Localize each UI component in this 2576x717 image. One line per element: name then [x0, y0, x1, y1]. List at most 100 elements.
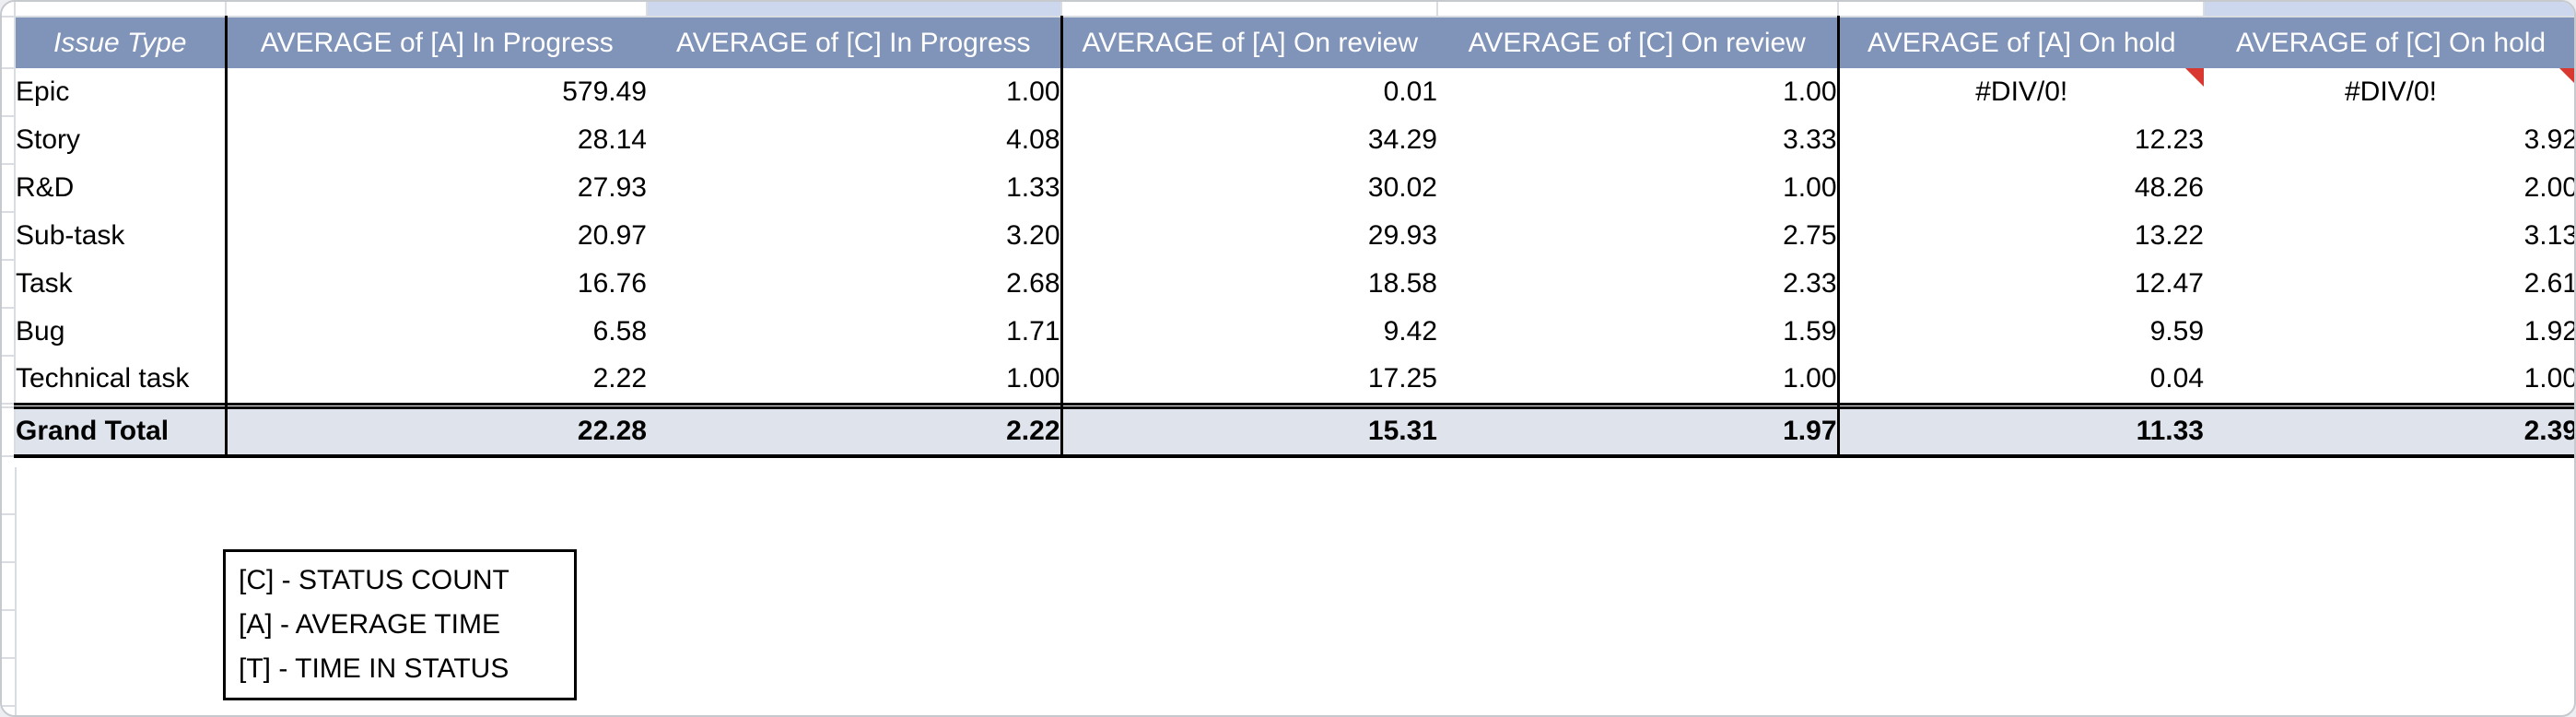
gridline-rail — [2, 356, 16, 405]
sliver-cell[interactable] — [226, 2, 648, 18]
cell[interactable]: 2.75 — [1437, 212, 1840, 260]
row-label[interactable]: Technical task — [15, 356, 228, 406]
cell[interactable]: 2.00 — [2204, 164, 2574, 212]
cell[interactable]: 13.22 — [1838, 212, 2204, 260]
cell[interactable]: 30.02 — [1061, 164, 1437, 212]
cell[interactable]: 16.76 — [226, 260, 647, 308]
gridline-rail-below-table — [2, 467, 17, 715]
table-row: Bug 6.58 1.71 9.42 1.59 9.59 1.92 — [2, 308, 2574, 357]
column-header[interactable]: AVERAGE of [C] In Progress — [647, 17, 1063, 68]
cell[interactable]: 27.93 — [226, 164, 647, 212]
cell[interactable]: 579.49 — [226, 68, 647, 116]
gridline-rail — [2, 260, 16, 309]
row-label[interactable]: Task — [15, 260, 228, 308]
grand-total-cell[interactable]: 22.28 — [226, 406, 647, 458]
cell[interactable]: 1.33 — [647, 164, 1063, 212]
error-cell[interactable]: #DIV/0! — [1838, 68, 2204, 116]
cell[interactable]: 6.58 — [226, 308, 647, 356]
partial-row-above — [2, 2, 2574, 18]
table-row: Sub-task 20.97 3.20 29.93 2.75 13.22 3.1… — [2, 212, 2574, 261]
error-cell[interactable]: #DIV/0! — [2204, 68, 2574, 116]
gridline-rail — [2, 68, 16, 117]
cell[interactable]: 3.20 — [647, 212, 1063, 260]
legend-item: [A] - AVERAGE TIME — [239, 609, 500, 640]
cell[interactable]: 1.00 — [647, 68, 1063, 116]
cell[interactable]: 3.13 — [2204, 212, 2574, 260]
grand-total-cell[interactable]: 1.97 — [1437, 406, 1840, 458]
column-header[interactable]: AVERAGE of [A] In Progress — [226, 17, 647, 68]
table-row: Task 16.76 2.68 18.58 2.33 12.47 2.61 — [2, 260, 2574, 309]
cell[interactable]: 1.00 — [1437, 68, 1840, 116]
cell[interactable]: 2.33 — [1437, 260, 1840, 308]
cell[interactable]: 2.68 — [647, 260, 1063, 308]
sliver-cell[interactable] — [1061, 2, 1438, 18]
sliver-cell-highlighted[interactable] — [647, 2, 1062, 18]
gridline-rail — [2, 2, 16, 18]
cell[interactable]: 18.58 — [1061, 260, 1437, 308]
sliver-cell-highlighted[interactable] — [2204, 2, 2574, 18]
cell[interactable]: 0.01 — [1061, 68, 1437, 116]
cell[interactable]: 1.00 — [1437, 356, 1840, 406]
column-header[interactable]: AVERAGE of [C] On hold — [2204, 17, 2574, 68]
row-label[interactable]: Story — [15, 116, 228, 164]
cell[interactable]: 12.47 — [1838, 260, 2204, 308]
grand-total-row: Grand Total 22.28 2.22 15.31 1.97 11.33 … — [2, 406, 2574, 458]
cell[interactable]: 2.22 — [226, 356, 647, 406]
cell[interactable]: 3.92 — [2204, 116, 2574, 164]
pivot-table: Issue Type AVERAGE of [A] In Progress AV… — [2, 2, 2574, 458]
gridline-rail — [2, 164, 16, 213]
sliver-cell[interactable] — [15, 2, 227, 18]
double-border-gap — [2, 404, 2574, 408]
legend-box: [C] - STATUS COUNT [A] - AVERAGE TIME [T… — [223, 549, 577, 700]
error-corner-icon — [2559, 68, 2574, 87]
gridline-rail — [2, 308, 16, 357]
table-row: Story 28.14 4.08 34.29 3.33 12.23 3.92 — [2, 116, 2574, 165]
cell[interactable]: 1.59 — [1437, 308, 1840, 356]
gridline-rail — [2, 116, 16, 165]
cell[interactable]: 34.29 — [1061, 116, 1437, 164]
cell[interactable]: 48.26 — [1838, 164, 2204, 212]
row-label[interactable]: R&D — [15, 164, 228, 212]
table-row: Technical task 2.22 1.00 17.25 1.00 0.04… — [2, 356, 2574, 406]
grand-total-cell[interactable]: 2.22 — [647, 406, 1063, 458]
table-row: Epic 579.49 1.00 0.01 1.00 #DIV/0! #DIV/… — [2, 68, 2574, 117]
header-row: Issue Type AVERAGE of [A] In Progress AV… — [2, 17, 2574, 69]
row-label[interactable]: Bug — [15, 308, 228, 356]
cell[interactable]: 9.59 — [1838, 308, 2204, 356]
cell[interactable]: 3.33 — [1437, 116, 1840, 164]
cell[interactable]: 4.08 — [647, 116, 1063, 164]
grand-total-cell[interactable]: 2.39 — [2204, 406, 2574, 458]
gridline-rail — [2, 404, 16, 408]
cell[interactable]: 1.00 — [647, 356, 1063, 406]
cell[interactable]: 29.93 — [1061, 212, 1437, 260]
row-label[interactable]: Epic — [15, 68, 228, 116]
column-header[interactable]: AVERAGE of [A] On hold — [1838, 17, 2204, 68]
sliver-cell[interactable] — [1838, 2, 2205, 18]
cell[interactable]: 1.00 — [1437, 164, 1840, 212]
legend-item: [C] - STATUS COUNT — [239, 565, 509, 595]
cell[interactable]: 1.00 — [2204, 356, 2574, 406]
grand-total-cell[interactable]: 15.31 — [1061, 406, 1437, 458]
cell[interactable]: 1.71 — [647, 308, 1063, 356]
cell[interactable]: 12.23 — [1838, 116, 2204, 164]
error-corner-icon — [2185, 68, 2204, 87]
cell[interactable]: 2.61 — [2204, 260, 2574, 308]
corner-header-issue-type[interactable]: Issue Type — [15, 17, 228, 68]
row-label[interactable]: Sub-task — [15, 212, 228, 260]
gridline-rail — [2, 212, 16, 261]
column-header[interactable]: AVERAGE of [C] On review — [1437, 17, 1840, 68]
grand-total-label[interactable]: Grand Total — [15, 406, 228, 458]
cell[interactable]: 9.42 — [1061, 308, 1437, 356]
cell[interactable]: 17.25 — [1061, 356, 1437, 406]
legend-item: [T] - TIME IN STATUS — [239, 653, 509, 684]
table-row: R&D 27.93 1.33 30.02 1.00 48.26 2.00 — [2, 164, 2574, 213]
column-header[interactable]: AVERAGE of [A] On review — [1061, 17, 1437, 68]
sliver-cell[interactable] — [1437, 2, 1839, 18]
cell[interactable]: 0.04 — [1838, 356, 2204, 406]
cell[interactable]: 20.97 — [226, 212, 647, 260]
cell[interactable]: 1.92 — [2204, 308, 2574, 356]
grand-total-cell[interactable]: 11.33 — [1838, 406, 2204, 458]
cell[interactable]: 28.14 — [226, 116, 647, 164]
gridline-rail — [2, 407, 16, 457]
